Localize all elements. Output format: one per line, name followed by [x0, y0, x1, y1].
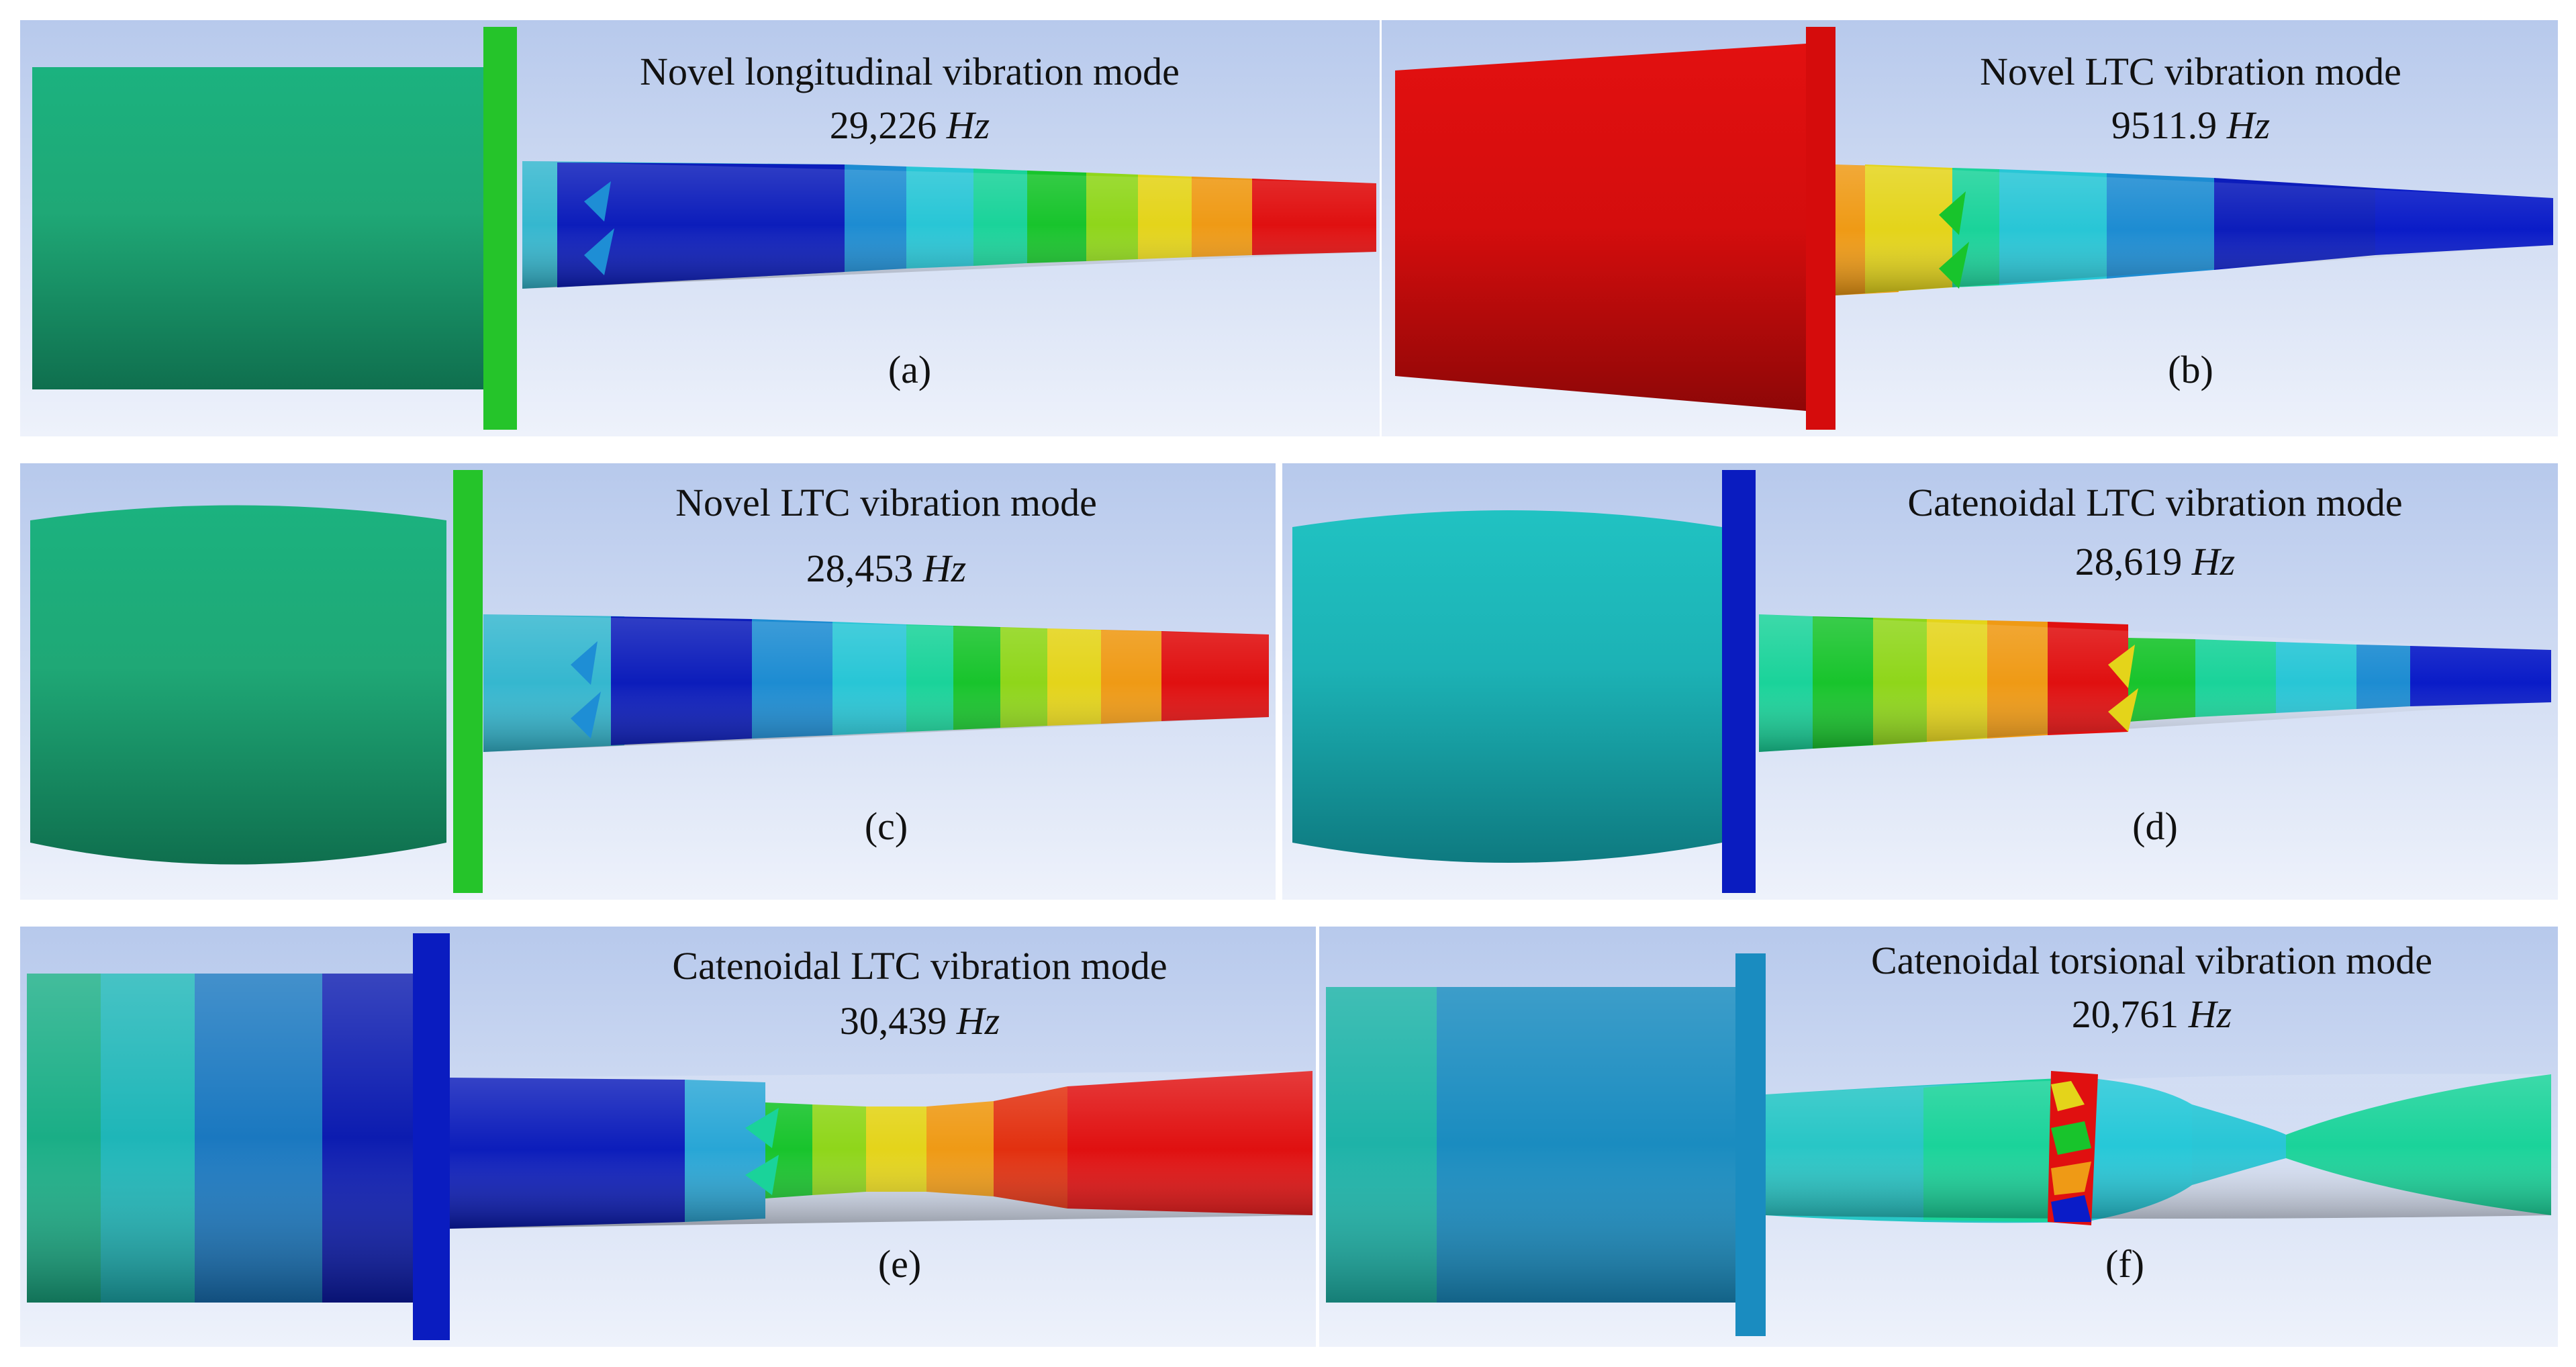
flange [453, 470, 483, 893]
horn-e [450, 1071, 1313, 1229]
panel-d-label: (d) [2132, 804, 2178, 848]
panel-d: Catenoidal LTC vibration mode 28,619 Hz … [1282, 463, 2558, 900]
panel-a: Novel longitudinal vibration mode 29,226… [20, 20, 1380, 436]
panel-a-frequency-unit: Hz [946, 103, 990, 147]
panel-e-frequency-unit: Hz [956, 999, 1000, 1043]
back-cylinder [32, 67, 489, 389]
panel-b-title: Novel LTC vibration mode [1980, 50, 2401, 93]
panel-e-label: (e) [877, 1242, 922, 1286]
horn-a [522, 161, 1376, 289]
panel-c-title: Novel LTC vibration mode [675, 481, 1097, 524]
panel-c-render [20, 463, 1276, 900]
panel-c-frequency-unit: Hz [922, 547, 967, 590]
panel-e-frequency-value: 30,439 [839, 999, 947, 1043]
horn-b [1835, 164, 2553, 295]
flange [413, 933, 450, 1340]
panel-f-frequency: 20,761 Hz [2072, 995, 2232, 1034]
flange [1722, 470, 1756, 893]
panel-b-label: (b) [2168, 348, 2213, 391]
back-cylinder [1292, 510, 1722, 863]
horn-c [483, 614, 1269, 752]
panel-b: Novel LTC vibration mode 9511.9 Hz (b) [1382, 20, 2558, 436]
back-cylinder [30, 505, 446, 865]
panel-a-frequency-value: 29,226 [829, 103, 937, 147]
back-cylinder [1326, 987, 1735, 1303]
panel-f-frequency-value: 20,761 [2071, 992, 2179, 1036]
horn-f [1766, 1071, 2551, 1225]
panel-b-frequency-unit: Hz [2226, 103, 2271, 147]
horn-d [1759, 614, 2551, 752]
panel-a-render [20, 20, 1380, 436]
flange [1735, 953, 1766, 1336]
panel-a-label: (a) [888, 348, 932, 391]
panel-e: Catenoidal LTC vibration mode 30,439 Hz … [20, 927, 1316, 1347]
panel-e-render [20, 927, 1316, 1347]
panel-d-frequency: 28,619 Hz [2075, 543, 2235, 581]
panel-e-title: Catenoidal LTC vibration mode [672, 944, 1167, 988]
panel-b-frequency-value: 9511.9 [2111, 103, 2217, 147]
panel-f-title: Catenoidal torsional vibration mode [1871, 939, 2432, 982]
back-cylinder [27, 974, 413, 1303]
panel-b-render [1382, 20, 2558, 436]
panel-f-label: (f) [2105, 1242, 2144, 1286]
panel-a-title: Novel longitudinal vibration mode [640, 50, 1180, 93]
panel-c-frequency: 28,453 Hz [806, 549, 966, 588]
panel-f: Catenoidal torsional vibration mode 20,7… [1319, 927, 2558, 1347]
panel-d-title: Catenoidal LTC vibration mode [1907, 481, 2403, 524]
panel-d-render [1282, 463, 2558, 900]
panel-f-render [1319, 927, 2558, 1347]
panel-c: Novel LTC vibration mode 28,453 Hz (c) [20, 463, 1276, 900]
panel-d-frequency-value: 28,619 [2074, 540, 2183, 583]
panel-a-frequency: 29,226 Hz [830, 106, 990, 145]
panel-c-label: (c) [864, 804, 908, 848]
flange [1806, 27, 1835, 430]
panel-e-frequency: 30,439 Hz [840, 1002, 1000, 1041]
back-cylinder [1395, 44, 1806, 411]
panel-c-frequency-value: 28,453 [806, 547, 914, 590]
panel-b-frequency: 9511.9 Hz [2111, 106, 2270, 145]
flange [483, 27, 517, 430]
panel-f-frequency-unit: Hz [2188, 992, 2232, 1036]
panel-d-frequency-unit: Hz [2191, 540, 2236, 583]
